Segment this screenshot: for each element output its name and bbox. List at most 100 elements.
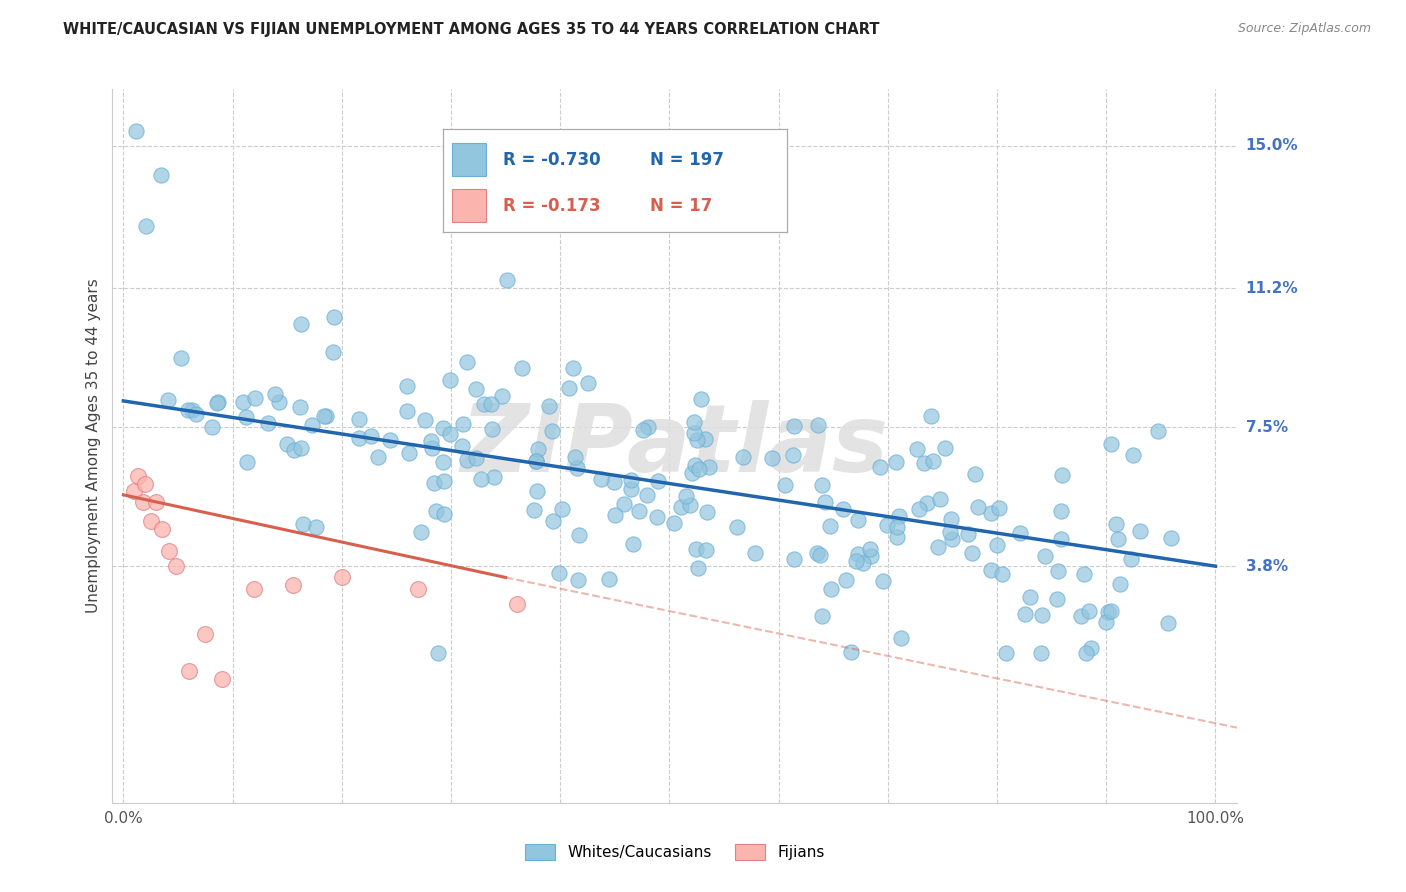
Point <box>527 442 550 457</box>
Point <box>884 455 907 469</box>
Point <box>538 399 561 413</box>
Point <box>283 442 305 457</box>
Point <box>731 450 754 464</box>
Text: 3.8%: 3.8% <box>1246 558 1288 574</box>
Point <box>145 495 167 509</box>
Point <box>695 432 717 446</box>
Point <box>291 517 314 532</box>
Point <box>1050 467 1073 482</box>
Point <box>623 537 645 551</box>
Point <box>150 522 173 536</box>
Point <box>562 360 585 375</box>
Point <box>439 373 461 387</box>
Text: 11.2%: 11.2% <box>1246 281 1298 296</box>
Point <box>927 540 949 554</box>
Point <box>603 475 626 489</box>
Text: WHITE/CAUCASIAN VS FIJIAN UNEMPLOYMENT AMONG AGES 35 TO 44 YEARS CORRELATION CHA: WHITE/CAUCASIAN VS FIJIAN UNEMPLOYMENT A… <box>63 22 880 37</box>
Point <box>1031 608 1053 623</box>
Point <box>820 582 842 597</box>
Point <box>808 548 831 562</box>
Point <box>965 467 987 481</box>
Point <box>181 402 204 417</box>
Point <box>470 472 492 486</box>
Point <box>288 400 311 414</box>
Point <box>912 456 935 470</box>
Point <box>688 462 710 476</box>
Point <box>612 497 634 511</box>
Point <box>598 572 620 586</box>
Point <box>681 466 703 480</box>
Point <box>1049 504 1071 518</box>
Point <box>1108 577 1130 591</box>
Point <box>929 492 952 507</box>
Point <box>620 482 643 496</box>
Point <box>761 451 783 466</box>
Point <box>636 488 658 502</box>
Point <box>695 543 717 558</box>
Point <box>1018 590 1040 604</box>
Point <box>177 403 200 417</box>
Bar <box>451 189 486 221</box>
Point <box>807 418 830 433</box>
Point <box>290 441 312 455</box>
Point <box>425 504 447 518</box>
Text: 15.0%: 15.0% <box>1246 138 1298 153</box>
Point <box>395 403 418 417</box>
Y-axis label: Unemployment Among Ages 35 to 44 years: Unemployment Among Ages 35 to 44 years <box>86 278 101 614</box>
Point <box>920 409 942 423</box>
Point <box>1073 566 1095 581</box>
Point <box>496 273 519 287</box>
Point <box>211 672 233 686</box>
Point <box>589 472 612 486</box>
Point <box>990 566 1012 581</box>
Point <box>1122 448 1144 462</box>
Point <box>890 631 912 645</box>
Text: N = 197: N = 197 <box>650 151 724 169</box>
Point <box>675 489 697 503</box>
Point <box>540 424 562 438</box>
Point <box>980 563 1002 577</box>
Point <box>380 433 402 447</box>
Point <box>276 436 298 450</box>
Point <box>1070 609 1092 624</box>
Point <box>960 545 983 559</box>
Point <box>690 392 713 406</box>
Point <box>744 546 766 560</box>
Text: 7.5%: 7.5% <box>1246 420 1288 434</box>
Text: R = -0.730: R = -0.730 <box>503 151 600 169</box>
Point <box>696 505 718 519</box>
Point <box>576 376 599 391</box>
Point <box>846 512 869 526</box>
Point <box>620 473 643 487</box>
Point <box>1033 549 1056 564</box>
Point <box>1046 564 1069 578</box>
Point <box>907 502 929 516</box>
Point <box>637 420 659 434</box>
Point <box>915 496 938 510</box>
Point <box>322 310 344 324</box>
Point <box>852 556 875 570</box>
Point <box>524 454 547 468</box>
Point <box>1097 605 1119 619</box>
Point <box>1147 424 1170 438</box>
Point <box>433 508 456 522</box>
Point <box>315 409 337 424</box>
Point <box>1129 524 1152 538</box>
Point <box>783 418 806 433</box>
Point <box>1105 517 1128 532</box>
Point <box>783 552 806 566</box>
Point <box>360 429 382 443</box>
Point <box>1121 552 1143 566</box>
Point <box>1077 604 1099 618</box>
Point <box>505 597 527 611</box>
Point <box>631 423 654 437</box>
Point <box>451 439 474 453</box>
Point <box>439 427 461 442</box>
Point <box>322 344 344 359</box>
Point <box>869 459 891 474</box>
Point <box>603 508 626 523</box>
Legend: Whites/Caucasians, Fijians: Whites/Caucasians, Fijians <box>519 838 831 866</box>
Point <box>810 608 832 623</box>
Point <box>432 455 454 469</box>
Point <box>647 509 669 524</box>
